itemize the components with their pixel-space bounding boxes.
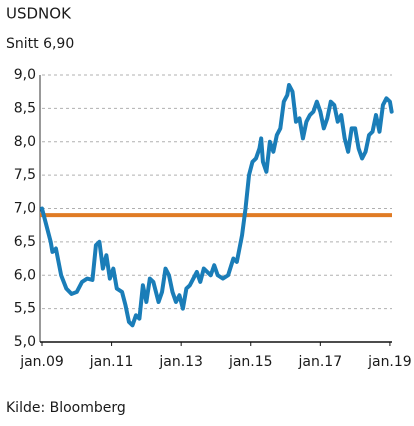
y-tick-label: 8,0: [14, 134, 36, 150]
chart-title: USDNOK: [6, 5, 72, 23]
x-tick-label: jan.19: [367, 354, 412, 370]
y-tick-label: 6,5: [14, 234, 36, 250]
y-tick-label: 5,0: [14, 334, 36, 350]
x-tick-label: jan.17: [298, 354, 343, 370]
x-tick-label: jan.13: [158, 354, 203, 370]
x-tick-label: jan.15: [228, 354, 273, 370]
y-tick-label: 7,0: [14, 201, 36, 217]
x-tick-label: jan.11: [89, 354, 134, 370]
y-tick-label: 5,5: [14, 301, 36, 317]
data-line: [40, 83, 394, 328]
y-tick-label: 7,5: [14, 167, 36, 183]
y-tick-label: 8,5: [14, 100, 36, 116]
x-tick-label: jan.09: [19, 354, 64, 370]
y-tick-label: 6,0: [14, 267, 36, 283]
chart-subtitle: Snitt 6,90: [6, 36, 74, 52]
source: Kilde: Bloomberg: [6, 400, 126, 416]
y-tick-label: 9,0: [14, 67, 36, 83]
